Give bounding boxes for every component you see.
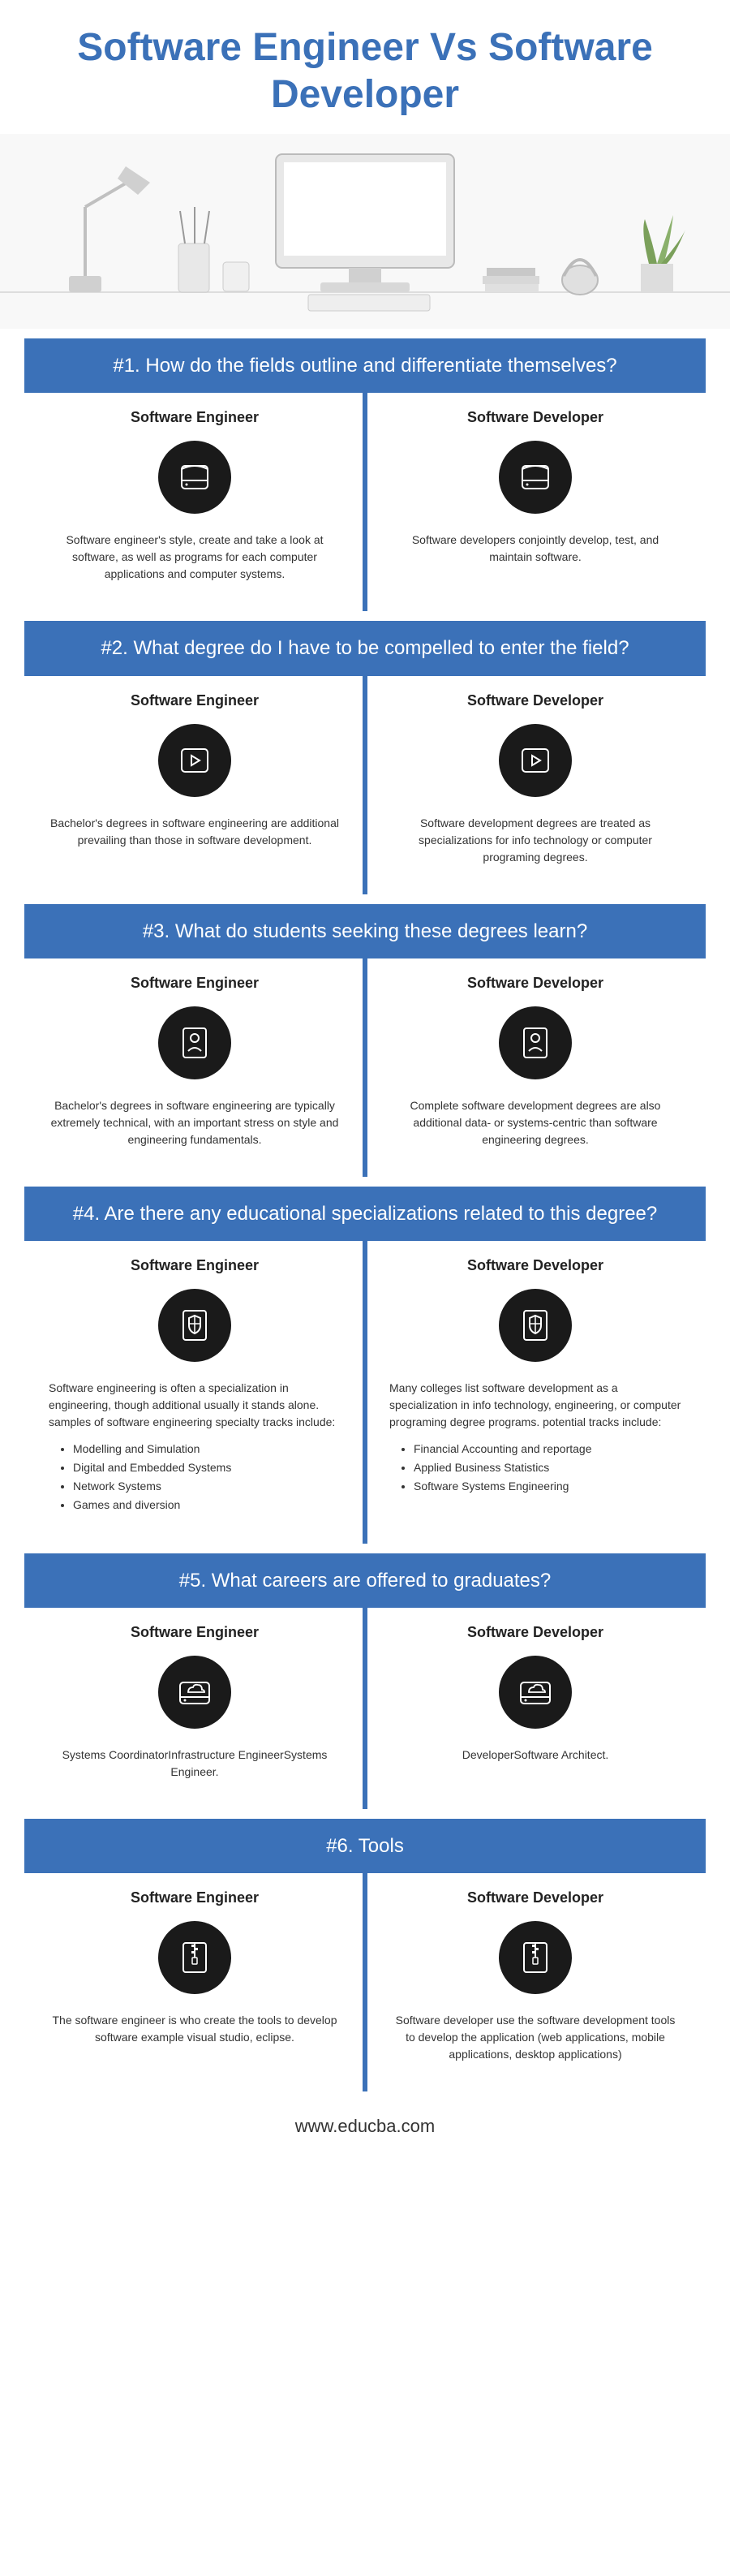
- center-divider: [363, 1241, 367, 1544]
- comparison-row-3: Software Engineer Bachelor's degrees in s…: [24, 958, 706, 1177]
- right-column-title: Software Developer: [389, 1624, 681, 1641]
- section-header-1: #1. How do the fields outline and differ…: [24, 338, 706, 393]
- right-body-text: Software developer use the software deve…: [389, 2012, 681, 2063]
- left-column-title: Software Engineer: [49, 409, 341, 426]
- list-item: Network Systems: [73, 1478, 341, 1495]
- hdd-icon: [158, 441, 231, 514]
- left-column: Software Engineer Software engineer's sty…: [24, 393, 365, 611]
- left-column-title: Software Engineer: [49, 1257, 341, 1274]
- list-item: Games and diversion: [73, 1497, 341, 1514]
- left-bullet-list: Modelling and SimulationDigital and Embe…: [49, 1441, 341, 1514]
- right-column-title: Software Developer: [389, 409, 681, 426]
- left-body-text: The software engineer is who create the …: [49, 2012, 341, 2046]
- right-column: Software Developer Software development d…: [365, 676, 706, 894]
- comparison-row-4: Software Engineer Software engineering is…: [24, 1241, 706, 1544]
- section-header-6: #6. Tools: [24, 1819, 706, 1873]
- right-column: Software Developer Software developer use…: [365, 1873, 706, 2091]
- center-divider: [363, 1608, 367, 1809]
- right-body-text: DeveloperSoftware Architect.: [389, 1747, 681, 1764]
- right-column-title: Software Developer: [389, 1889, 681, 1906]
- comparison-row-5: Software Engineer Systems CoordinatorInfr…: [24, 1608, 706, 1809]
- cloud-icon: [158, 1656, 231, 1729]
- zip-icon: [158, 1921, 231, 1994]
- list-item: Financial Accounting and reportage: [414, 1441, 681, 1458]
- left-column: Software Engineer Systems CoordinatorInfr…: [24, 1608, 365, 1809]
- left-body-text: Software engineering is often a speciali…: [49, 1380, 341, 1431]
- footer-link: www.educba.com: [0, 2091, 730, 2169]
- person-icon: [158, 1006, 231, 1079]
- right-body-text: Software developers conjointly develop, …: [389, 532, 681, 566]
- list-item: Software Systems Engineering: [414, 1478, 681, 1495]
- comparison-row-1: Software Engineer Software engineer's sty…: [24, 393, 706, 611]
- list-item: Modelling and Simulation: [73, 1441, 341, 1458]
- list-item: Digital and Embedded Systems: [73, 1459, 341, 1476]
- comparison-row-6: Software Engineer The software engineer i…: [24, 1873, 706, 2091]
- section-header-4: #4. Are there any educational specializa…: [24, 1187, 706, 1241]
- left-column: Software Engineer Bachelor's degrees in s…: [24, 958, 365, 1177]
- section-header-5: #5. What careers are offered to graduate…: [24, 1553, 706, 1608]
- person-icon: [499, 1006, 572, 1079]
- zip-icon: [499, 1921, 572, 1994]
- left-column-title: Software Engineer: [49, 692, 341, 709]
- left-column-title: Software Engineer: [49, 1624, 341, 1641]
- right-column-title: Software Developer: [389, 1257, 681, 1274]
- left-column: Software Engineer Bachelor's degrees in s…: [24, 676, 365, 894]
- shield-icon: [158, 1289, 231, 1362]
- right-column: Software Developer DeveloperSoftware Arch…: [365, 1608, 706, 1809]
- play-icon: [158, 724, 231, 797]
- hero-illustration: [0, 134, 730, 329]
- right-body-text: Software development degrees are treated…: [389, 815, 681, 866]
- right-body-text: Complete software development degrees ar…: [389, 1097, 681, 1148]
- page-title: Software Engineer Vs Software Developer: [0, 0, 730, 134]
- center-divider: [363, 676, 367, 894]
- right-column-title: Software Developer: [389, 692, 681, 709]
- right-column-title: Software Developer: [389, 975, 681, 992]
- comparison-row-2: Software Engineer Bachelor's degrees in s…: [24, 676, 706, 894]
- shield-icon: [499, 1289, 572, 1362]
- section-header-3: #3. What do students seeking these degre…: [24, 904, 706, 958]
- cloud-icon: [499, 1656, 572, 1729]
- center-divider: [363, 958, 367, 1177]
- left-column: Software Engineer The software engineer i…: [24, 1873, 365, 2091]
- left-column-title: Software Engineer: [49, 975, 341, 992]
- center-divider: [363, 1873, 367, 2091]
- right-column: Software Developer Software developers co…: [365, 393, 706, 611]
- center-divider: [363, 393, 367, 611]
- left-body-text: Systems CoordinatorInfrastructure Engine…: [49, 1747, 341, 1781]
- left-body-text: Software engineer's style, create and ta…: [49, 532, 341, 583]
- right-column: Software Developer Many colleges list sof…: [365, 1241, 706, 1544]
- hdd-icon: [499, 441, 572, 514]
- right-bullet-list: Financial Accounting and reportageApplie…: [389, 1441, 681, 1495]
- left-column: Software Engineer Software engineering is…: [24, 1241, 365, 1544]
- play-icon: [499, 724, 572, 797]
- section-header-2: #2. What degree do I have to be compelle…: [24, 621, 706, 675]
- left-body-text: Bachelor's degrees in software engineeri…: [49, 815, 341, 849]
- right-column: Software Developer Complete software deve…: [365, 958, 706, 1177]
- left-column-title: Software Engineer: [49, 1889, 341, 1906]
- list-item: Applied Business Statistics: [414, 1459, 681, 1476]
- left-body-text: Bachelor's degrees in software engineeri…: [49, 1097, 341, 1148]
- right-body-text: Many colleges list software development …: [389, 1380, 681, 1431]
